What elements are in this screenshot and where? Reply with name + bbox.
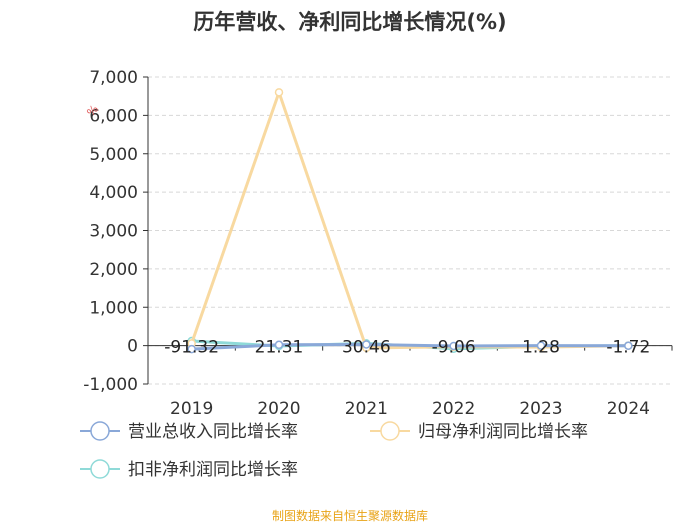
data-point [187,344,196,354]
x-tick-label: 2019 [170,399,213,419]
y-tick-label: 3,000 [89,222,138,242]
data-label: -9.06 [432,338,476,358]
series-line [190,90,629,350]
y-tick-label: -1,000 [83,375,138,395]
series-line [191,342,629,351]
axes: -1,000 0 1,000 2,000 3,000 4,000 5,000 6,000 7,0… [83,68,673,419]
x-tick-label: 2024 [607,399,650,419]
data-point [274,340,284,350]
legend-item[interactable]: 营业总收入同比增长率 [80,421,298,442]
chart-title: 历年营收、净利同比增长情况(%) [193,10,507,34]
data-point [536,341,546,350]
x-tick-label: 2022 [432,399,475,419]
data-label: -1.72 [606,338,650,358]
data-point [362,340,371,349]
data-label: -91.32 [164,338,219,358]
legend-swatch-marker [90,421,110,441]
series-lines [187,88,633,354]
y-tick-label: 0 [127,337,138,357]
grid-lines [148,76,672,385]
data-label: 1.28 [522,338,560,358]
x-tick-label: 2021 [345,399,388,419]
data-labels: -91.32 21.31 30.46 -9.06 1.28 -1.72 [164,338,650,358]
data-point [274,88,284,97]
x-tick-label: 2020 [257,399,300,419]
legend-swatch-marker [90,459,110,479]
data-point [624,341,633,350]
data-label: 21.31 [255,338,304,358]
y-tick-label: 7,000 [89,68,138,88]
legend-label: 归母净利润同比增长率 [418,422,588,442]
y-tick-label: 5,000 [89,145,138,165]
legend-item[interactable]: 归母净利润同比增长率 [370,421,588,442]
legend-label: 营业总收入同比增长率 [128,422,298,442]
legend-label: 扣非净利润同比增长率 [128,460,298,480]
y-tick-label: 2,000 [89,260,138,280]
x-tick-label: 2023 [519,399,562,419]
legend-swatch-marker [380,421,400,441]
data-source-note: 制图数据来自恒生聚源数据库 [271,509,428,523]
data-label: 30.46 [342,338,391,358]
y-tick-label: 1,000 [89,298,138,318]
legend-item[interactable]: 扣非净利润同比增长率 [80,459,298,480]
y-tick-label: 4,000 [89,183,138,203]
y-tick-label: 6,000 [89,106,138,126]
data-point [449,341,458,351]
